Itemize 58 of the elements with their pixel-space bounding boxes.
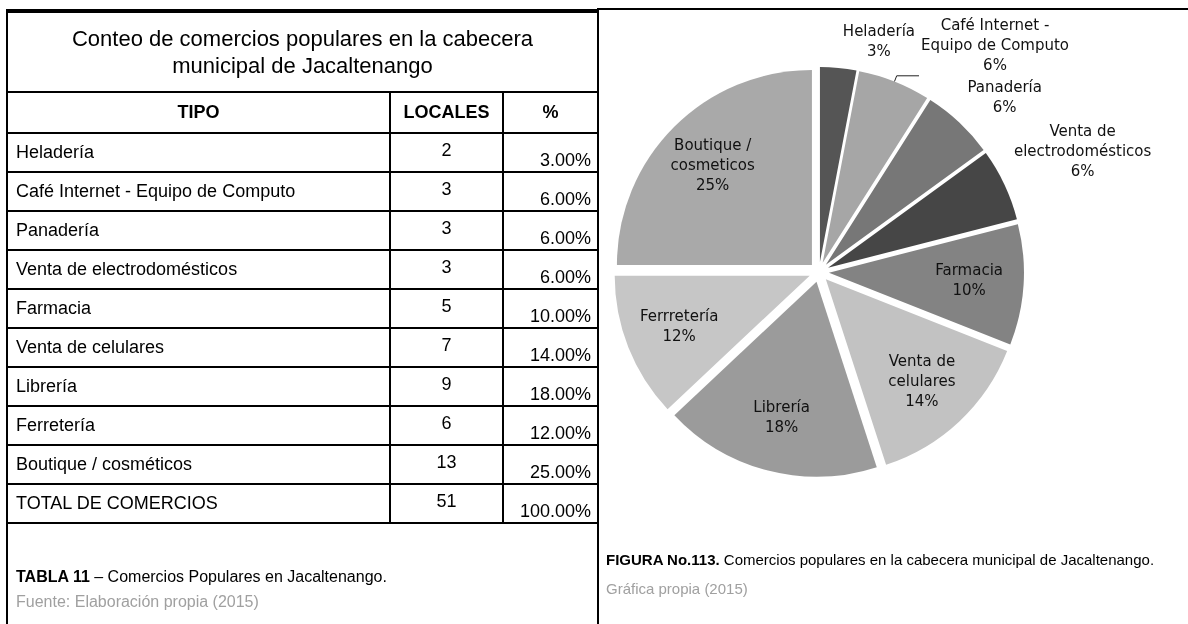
- source-note: Fuente: Elaboración propia (2015): [16, 593, 259, 610]
- category-label: Panadería: [8, 211, 390, 250]
- category-label: TOTAL DE COMERCIOS: [8, 484, 390, 523]
- slice-label: Panadería: [967, 78, 1042, 97]
- data-label: 100.00%: [503, 484, 598, 523]
- data-label: 6.00%: [503, 172, 598, 211]
- text: TIPO: [8, 92, 390, 133]
- category-label: Venta de electrodomésticos: [8, 250, 390, 289]
- data-label: 3.00%: [503, 133, 598, 172]
- slice-label: Venta de electrodomésticos: [1013, 122, 1152, 161]
- slice-label: Venta de celulares: [888, 351, 956, 390]
- data-label: 6%: [992, 98, 1017, 117]
- data-label: 6.00%: [503, 211, 598, 250]
- category-label: Farmacia: [8, 289, 390, 328]
- slice-label: Farmacia: [935, 261, 1003, 280]
- data-label: 14%: [905, 391, 939, 410]
- data-label: 25.00%: [503, 445, 598, 484]
- data-label: 3: [390, 250, 503, 289]
- category-label: Heladería: [8, 133, 390, 172]
- data-label: 12%: [662, 327, 696, 346]
- text: – Comercios Populares en Jacaltenango.: [94, 568, 387, 585]
- data-label: 9: [390, 367, 503, 406]
- data-label: 6%: [1070, 162, 1095, 181]
- data-label: 18.00%: [503, 367, 598, 406]
- data-label: 25%: [695, 175, 730, 194]
- data-label: 10%: [952, 281, 986, 300]
- data-label: 6%: [983, 55, 1007, 74]
- text: TABLA 11: [16, 568, 90, 585]
- category-label: Ferretería: [8, 406, 390, 445]
- data-label: 3%: [867, 41, 891, 60]
- data-label: 18%: [764, 417, 799, 436]
- data-label: 14.00%: [503, 328, 598, 367]
- text: LOCALES: [390, 92, 503, 133]
- category-label: Venta de celulares: [8, 328, 390, 367]
- slice-label: Café Internet - Equipo de Computo: [921, 15, 1070, 54]
- text: Comercios populares en la cabecera municipal de Jacaltenango.: [723, 551, 1155, 568]
- data-label: 12.00%: [503, 406, 598, 445]
- category-label: Boutique / cosméticos: [8, 445, 390, 484]
- data-label: 51: [390, 484, 503, 523]
- data-label: 7: [390, 328, 503, 367]
- text: %: [503, 92, 598, 133]
- data-label: 13: [390, 445, 503, 484]
- data-label: 6: [390, 406, 503, 445]
- slice-label: Ferrretería: [639, 307, 719, 326]
- slice-label: Boutique / cosmeticos: [670, 135, 756, 174]
- data-label: 10.00%: [503, 289, 598, 328]
- category-label: Librería: [8, 367, 390, 406]
- slice-label: Librería: [753, 397, 810, 416]
- data-label: 3: [390, 211, 503, 250]
- data-label: 3: [390, 172, 503, 211]
- text: FIGURA No.113.: [606, 551, 720, 568]
- slice-label: Heladería: [842, 21, 916, 40]
- text: Conteo de comercios populares en la cabecera municipal de Jacaltenango: [8, 12, 598, 92]
- data-label: 2: [390, 133, 503, 172]
- text: Gráfica propia (2015): [606, 580, 748, 597]
- data-label: 6.00%: [503, 250, 598, 289]
- category-label: Café Internet - Equipo de Computo: [8, 172, 390, 211]
- data-label: 5: [390, 289, 503, 328]
